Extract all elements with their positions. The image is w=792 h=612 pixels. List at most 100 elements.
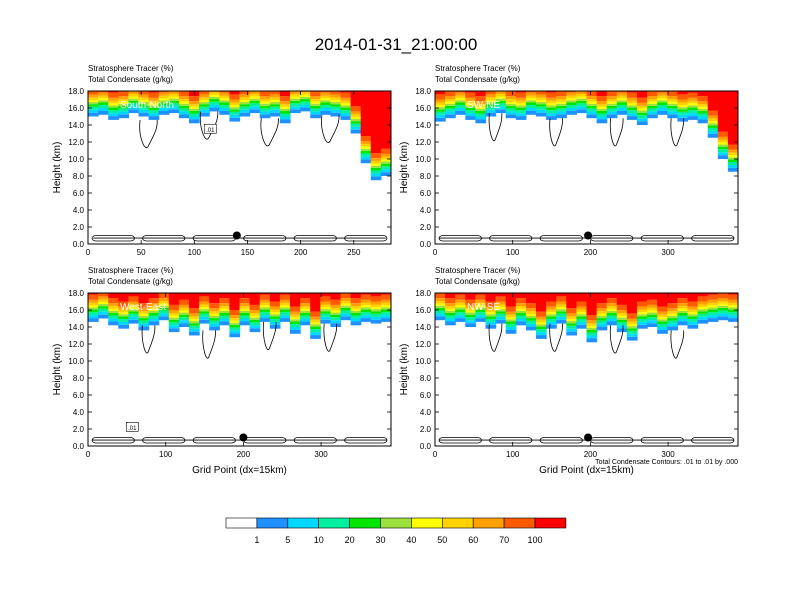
tracer-layer-2	[707, 130, 719, 134]
tracer-layer-4	[637, 316, 648, 319]
tracer-layer-6	[98, 98, 109, 101]
tracer-layer-9	[239, 298, 251, 304]
tracer-layer-9	[586, 315, 598, 321]
y-tick-label: 16.0	[415, 306, 431, 315]
colorbar-cell	[503, 517, 536, 529]
tracer-layer-1	[727, 167, 738, 172]
tracer-layer-5	[88, 102, 99, 105]
colorbar-label: 30	[375, 535, 385, 545]
tracer-layer-8	[475, 299, 487, 303]
tracer-layer-1	[249, 328, 261, 333]
tracer-layer-4	[199, 311, 210, 314]
tracer-layer-10	[269, 293, 281, 302]
tracer-layer-6	[727, 305, 738, 308]
tracer-layer-3	[209, 320, 220, 324]
tracer-layer-6	[290, 96, 301, 99]
contour-cloud	[670, 118, 685, 147]
tracer-layer-10	[475, 91, 487, 97]
tracer-layer-9	[465, 92, 476, 98]
tracer-layer-3	[219, 315, 230, 319]
y-tick-label: 18.0	[68, 289, 84, 298]
tracer-layer-3	[616, 322, 628, 326]
tracer-layer-10	[330, 293, 342, 300]
tracer-layer-6	[515, 103, 527, 106]
tracer-layer-1	[128, 109, 140, 114]
tracer-layer-3	[98, 105, 109, 108]
tracer-layer-7	[350, 114, 362, 117]
tracer-layer-8	[495, 91, 507, 94]
tracer-layer-6	[148, 308, 160, 311]
tracer-layer-5	[330, 312, 342, 315]
tracer-layer-3	[637, 115, 648, 119]
tracer-layer-4	[576, 316, 588, 319]
tracer-layer-6	[556, 307, 567, 310]
tracer-layer-4	[657, 102, 668, 106]
tracer-layer-4	[380, 309, 391, 313]
tracer-layer-4	[249, 100, 261, 104]
tracer-layer-6	[576, 96, 588, 99]
tracer-layer-2	[239, 318, 251, 322]
tracer-layer-1	[229, 117, 241, 122]
tracer-layer-3	[148, 315, 160, 319]
tracer-layer-7	[637, 105, 648, 109]
tracer-layer-5	[687, 314, 699, 317]
colorbar-cell	[349, 517, 381, 529]
tracer-layer-3	[667, 320, 678, 324]
tracer-layer-2	[350, 318, 362, 322]
tracer-layer-3	[525, 105, 537, 108]
tracer-layer-6	[515, 308, 527, 311]
tracer-layer-3	[475, 312, 487, 316]
tracer-layer-2	[637, 118, 648, 122]
x-tick-label: 0	[86, 248, 91, 257]
tracer-layer-1	[310, 335, 321, 339]
colorbar-label: 1	[254, 535, 259, 545]
tracer-layer-8	[189, 101, 200, 105]
tracer-layer-2	[168, 325, 180, 329]
tracer-layer-2	[158, 313, 170, 317]
tracer-layer-2	[98, 311, 109, 315]
tracer-layer-7	[495, 304, 507, 308]
tracer-layer-2	[596, 116, 608, 120]
tracer-layer-1	[445, 321, 456, 326]
tracer-layer-8	[435, 99, 446, 103]
tracer-layer-10	[576, 293, 588, 302]
tracer-layer-4	[340, 107, 352, 111]
tracer-layer-7	[677, 306, 689, 309]
tracer-layer-9	[515, 92, 527, 98]
tracer-layer-5	[199, 102, 210, 105]
tracer-layer-7	[727, 302, 738, 306]
tracer-layer-3	[697, 313, 709, 317]
tracer-layer-9	[455, 91, 466, 93]
tracer-layer-5	[219, 100, 230, 103]
tracer-layer-9	[525, 91, 537, 93]
tracer-layer-9	[667, 303, 678, 309]
tracer-layer-4	[279, 110, 291, 114]
tracer-layer-7	[118, 309, 129, 313]
tracer-layer-2	[138, 323, 150, 327]
tracer-layer-2	[717, 313, 729, 317]
tracer-layer-2	[546, 113, 557, 117]
tracer-layer-2	[320, 316, 331, 320]
tracer-layer-4	[118, 316, 129, 319]
tracer-layer-1	[350, 321, 362, 326]
tracer-layer-7	[360, 302, 372, 306]
tracer-layer-3	[239, 315, 251, 319]
tracer-layer-3	[168, 103, 180, 107]
tracer-layer-5	[300, 96, 311, 100]
tracer-layer-1	[330, 323, 342, 327]
panel-title: NW-SE	[467, 302, 500, 313]
tracer-layer-7	[536, 319, 547, 323]
tracer-layer-1	[495, 319, 507, 324]
tracer-layer-7	[108, 306, 119, 309]
tracer-layer-8	[455, 299, 466, 303]
tracer-layer-8	[707, 115, 719, 119]
tracer-layer-1	[566, 110, 577, 115]
tracer-layer-10	[515, 293, 527, 299]
tracer-layer-8	[596, 101, 608, 105]
tracer-layer-2	[465, 320, 476, 324]
tracer-layer-3	[465, 317, 476, 321]
contour-cloud	[139, 119, 158, 148]
tracer-layer-8	[606, 96, 618, 100]
tracer-layer-8	[576, 91, 588, 94]
tracer-layer-8	[556, 96, 567, 100]
